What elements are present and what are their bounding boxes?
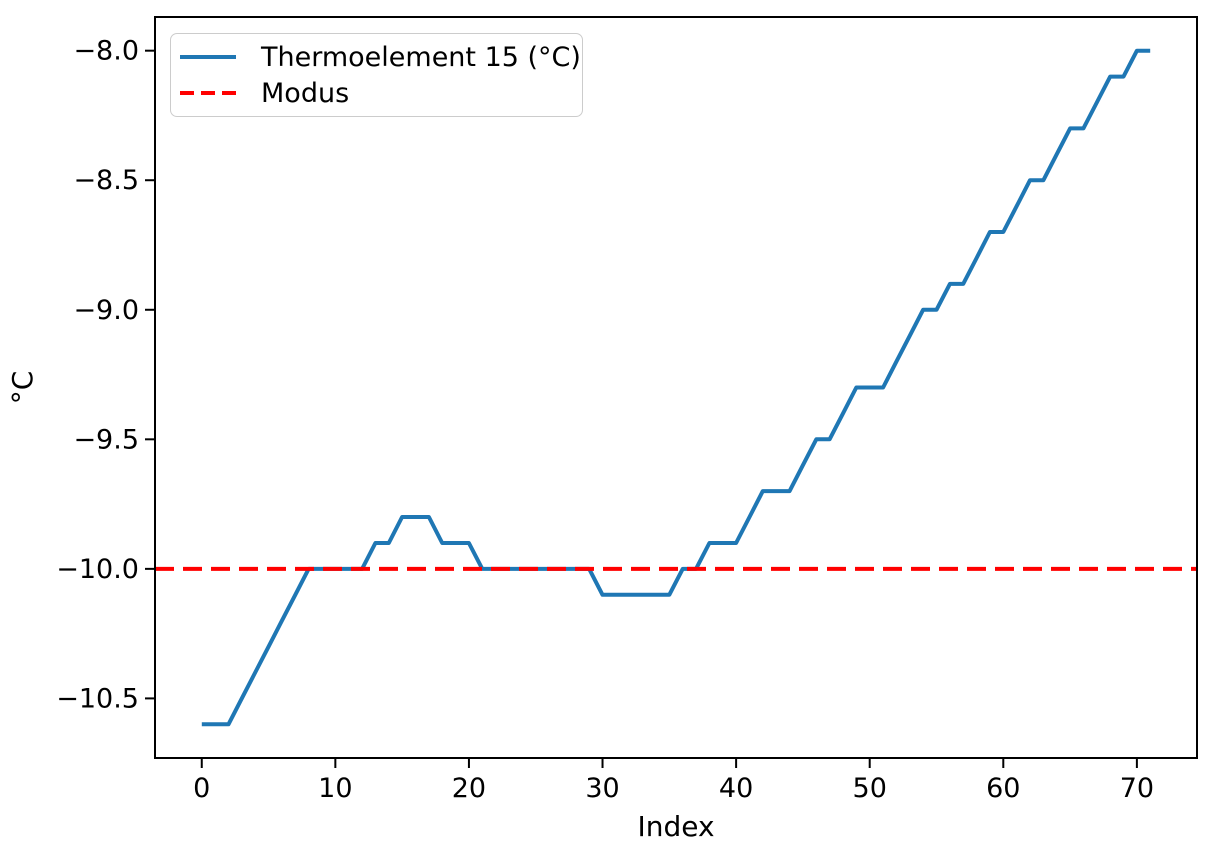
plot-border (154, 16, 1198, 759)
y-axis-tick-label: −10.5 (56, 683, 139, 714)
x-axis-tick-label: 50 (853, 773, 887, 804)
series-line-thermoelement (201, 48, 1151, 727)
y-axis-tick-label: −9.0 (73, 295, 139, 326)
x-axis-tick-label: 40 (719, 773, 753, 804)
x-axis-tick-label: 0 (193, 773, 210, 804)
x-axis-tick-label: 20 (452, 773, 486, 804)
x-axis-tick-label: 60 (986, 773, 1020, 804)
legend-item-modus: Modus (179, 80, 570, 107)
x-axis-tick-label: 30 (585, 773, 619, 804)
y-axis-label: °C (6, 371, 39, 405)
y-axis-tick-label: −10.0 (56, 554, 139, 585)
legend-label-thermoelement: Thermoelement 15 (°C) (261, 41, 581, 73)
y-axis-tick-label: −8.5 (73, 165, 139, 196)
y-axis-tick-label: −9.5 (73, 424, 139, 455)
legend-item-thermoelement: Thermoelement 15 (°C) (179, 44, 581, 71)
x-axis-tick-label: 10 (318, 773, 352, 804)
legend-solid-line-sample (180, 55, 236, 59)
x-axis-label: Index (637, 810, 714, 843)
x-axis-tick-label: 70 (1120, 773, 1154, 804)
y-axis-tick-label: −8.0 (73, 36, 139, 67)
legend-dashed-line-sample (180, 91, 236, 95)
legend: Thermoelement 15 (°C) Modus (170, 33, 583, 117)
legend-label-modus: Modus (261, 77, 350, 109)
